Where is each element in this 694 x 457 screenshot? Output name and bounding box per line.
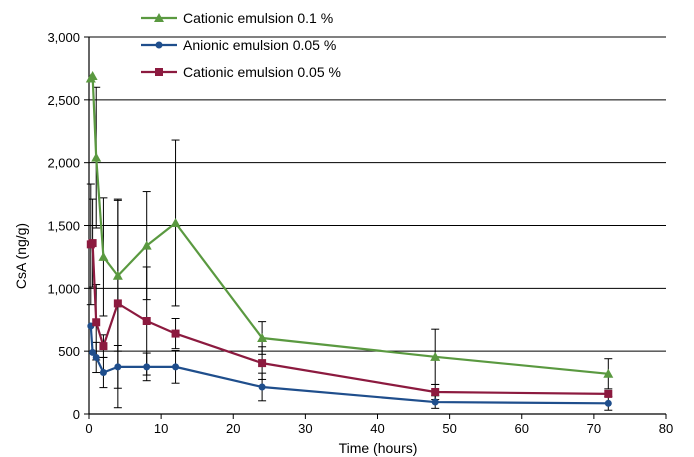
x-tick-label: 0: [85, 421, 92, 436]
y-tick-label: 1,500: [47, 219, 80, 234]
data-point: [258, 359, 267, 368]
y-tick-label: 0: [73, 407, 80, 422]
legend-label: Anionic emulsion 0.05 %: [183, 37, 336, 53]
data-point: [113, 299, 122, 308]
y-axis-label: CsA (ng/g): [13, 223, 29, 289]
data-point: [142, 317, 151, 326]
x-tick-label: 80: [659, 421, 673, 436]
x-tick-label: 50: [442, 421, 456, 436]
data-point: [430, 351, 441, 361]
data-point: [88, 239, 97, 248]
data-point: [604, 399, 612, 407]
x-tick-label: 30: [298, 421, 312, 436]
data-point: [604, 389, 613, 398]
axes: [84, 36, 667, 419]
error-bars: [86, 86, 613, 411]
data-point: [89, 348, 97, 356]
data-point: [431, 398, 439, 406]
data-point: [143, 363, 151, 371]
data-point: [171, 329, 180, 338]
x-axis-label: Time (hours): [339, 440, 418, 456]
series-line-1: [89, 325, 609, 405]
data-point: [91, 152, 102, 162]
data-point: [99, 342, 108, 351]
legend: Cationic emulsion 0.1 % Anionic emulsion …: [141, 10, 341, 80]
legend-label: Cationic emulsion 0.05 %: [183, 64, 341, 80]
legend-marker: [155, 41, 163, 49]
x-tick-label: 70: [587, 421, 601, 436]
series-line-2: [90, 241, 609, 395]
x-tick-label: 40: [370, 421, 384, 436]
y-tick-label: 3,000: [47, 30, 80, 45]
legend-label: Cationic emulsion 0.1 %: [183, 10, 333, 26]
data-point: [114, 363, 122, 371]
data-point: [258, 383, 266, 391]
y-tick-label: 2,500: [47, 93, 80, 108]
series-lines: [89, 74, 609, 405]
data-point: [170, 217, 181, 227]
data-point: [172, 363, 180, 371]
tick-labels: 0 10 20 30 40 50 60 70 80 0 500 1,000 1,500 2,000 2,50…: [47, 30, 673, 436]
gridlines: [89, 36, 666, 352]
series-line-0: [89, 74, 609, 375]
data-point: [603, 368, 614, 378]
series-markers: [85, 70, 614, 407]
data-point: [257, 332, 268, 342]
data-point: [87, 70, 98, 80]
x-tick-label: 20: [226, 421, 240, 436]
y-tick-label: 2,000: [47, 156, 80, 171]
data-point: [431, 388, 440, 397]
legend-marker: [155, 68, 163, 76]
x-tick-label: 10: [154, 421, 168, 436]
y-tick-label: 500: [58, 344, 80, 359]
data-point: [92, 318, 101, 327]
legend-marker: [154, 13, 164, 22]
x-tick-label: 60: [515, 421, 529, 436]
y-tick-label: 1,000: [47, 281, 80, 296]
data-point: [112, 270, 123, 280]
data-point: [92, 353, 100, 361]
data-point: [99, 369, 107, 377]
data-point: [141, 240, 152, 250]
data-point: [98, 251, 109, 261]
